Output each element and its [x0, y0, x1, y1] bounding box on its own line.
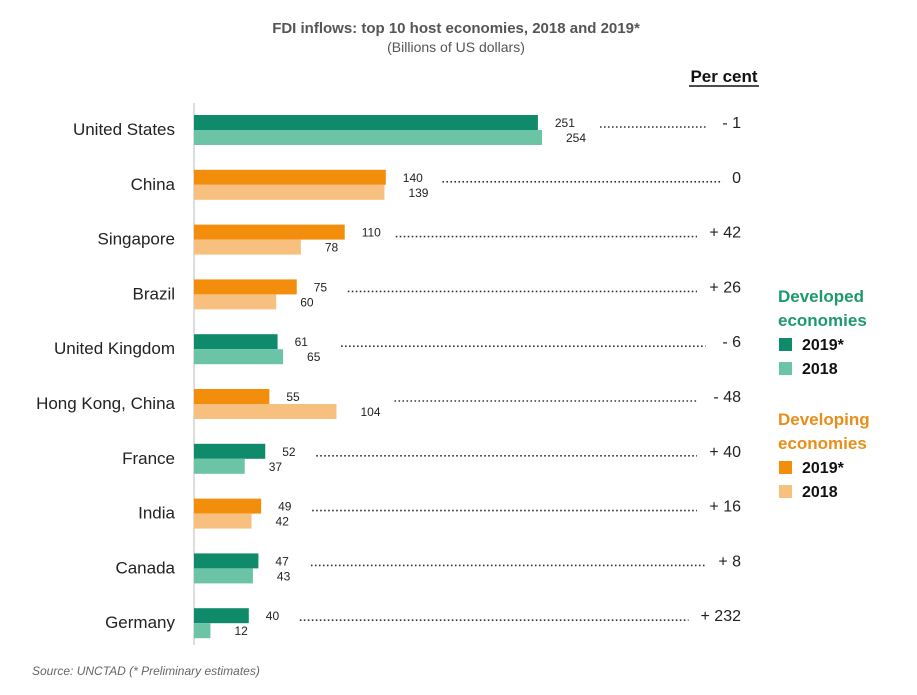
- bar-2019-canada: [194, 553, 259, 569]
- bar-2019-singapore: [194, 224, 345, 240]
- bar-2018-china: [194, 184, 385, 200]
- category-label: India: [138, 504, 175, 523]
- value-label-2018: 43: [277, 569, 291, 583]
- per-cent-change: - 1: [722, 115, 741, 132]
- per-cent-change: + 232: [701, 608, 742, 625]
- value-label-2018: 12: [234, 624, 248, 638]
- value-label-2019: 47: [275, 554, 289, 568]
- bar-2018-germany: [194, 623, 211, 639]
- category-label: Canada: [115, 558, 175, 577]
- value-label-2018: 37: [269, 460, 283, 474]
- legend-swatch-2018: [779, 362, 792, 375]
- category-label: Germany: [105, 613, 175, 632]
- legend-title: economies: [778, 311, 867, 330]
- value-label-2019: 40: [266, 609, 280, 623]
- legend: Developed economies 2019* 2018 Developing eco…: [778, 287, 870, 501]
- bar-2019-india: [194, 498, 262, 514]
- legend-title: economies: [778, 434, 867, 453]
- value-label-2018: 65: [307, 350, 321, 364]
- category-label: Singapore: [97, 230, 175, 249]
- bar-2019-germany: [194, 608, 249, 624]
- category-label: Brazil: [132, 284, 175, 303]
- value-label-2019: 251: [555, 116, 575, 130]
- value-label-2018: 139: [408, 186, 428, 200]
- per-cent-change: + 26: [709, 279, 741, 296]
- per-cent-change: + 8: [718, 553, 741, 570]
- legend-swatch-2019: [779, 461, 792, 474]
- value-label-2019: 75: [314, 280, 328, 294]
- legend-label: 2019*: [802, 460, 845, 477]
- bar-2018-brazil: [194, 294, 277, 310]
- legend-developed: Developed economies 2019* 2018: [778, 287, 867, 378]
- bar-2019-france: [194, 443, 266, 459]
- value-label-2019: 110: [362, 226, 381, 240]
- value-label-2019: 55: [286, 390, 300, 404]
- bar-2018-united-kingdom: [194, 349, 284, 365]
- category-label: France: [122, 449, 175, 468]
- legend-title: Developing: [778, 410, 870, 429]
- source-note: Source: UNCTAD (* Preliminary estimates): [32, 664, 260, 678]
- category-label: United Kingdom: [54, 339, 175, 358]
- row-germany: Germany 40 12 + 232: [105, 608, 742, 639]
- value-label-2018: 78: [325, 241, 339, 255]
- per-cent-change: + 40: [709, 444, 741, 461]
- bar-2019-united-kingdom: [194, 334, 278, 350]
- legend-swatch-2019: [779, 338, 792, 351]
- chart-title: FDI inflows: top 10 host economies, 2018…: [272, 20, 640, 37]
- row-hong-kong-china: Hong Kong, China 55 104 - 48: [36, 389, 741, 419]
- value-label-2019: 52: [282, 445, 296, 459]
- per-cent-header: Per cent: [690, 67, 757, 86]
- value-label-2019: 140: [403, 171, 423, 185]
- category-label: United States: [73, 120, 175, 139]
- legend-title: Developed: [778, 287, 864, 306]
- bar-2019-hong-kong-china: [194, 389, 270, 404]
- row-singapore: Singapore 110 78 + 42: [97, 224, 741, 255]
- bar-2019-brazil: [194, 279, 297, 295]
- legend-label: 2019*: [802, 337, 845, 354]
- bar-2018-singapore: [194, 239, 301, 255]
- bar-2019-china: [194, 169, 386, 185]
- bar-2019-united-states: [194, 115, 538, 130]
- category-label: China: [131, 175, 176, 194]
- per-cent-change: 0: [732, 170, 741, 187]
- per-cent-change: + 16: [709, 499, 741, 516]
- per-cent-change: - 6: [722, 334, 741, 351]
- legend-swatch-2018: [779, 485, 792, 498]
- bar-2018-united-states: [194, 130, 542, 145]
- bar-2018-india: [194, 513, 252, 529]
- value-label-2018: 42: [276, 515, 290, 529]
- per-cent-change: + 42: [709, 225, 741, 242]
- value-label-2019: 61: [295, 335, 309, 349]
- legend-developing: Developing economies 2019* 2018: [778, 410, 870, 501]
- legend-label: 2018: [802, 484, 838, 501]
- chart-subtitle: (Billions of US dollars): [387, 39, 525, 55]
- category-label: Hong Kong, China: [36, 394, 175, 413]
- bar-2018-france: [194, 458, 245, 474]
- bar-2018-canada: [194, 568, 253, 584]
- value-label-2018: 254: [566, 131, 586, 145]
- legend-label: 2018: [802, 361, 838, 378]
- value-label-2019: 49: [278, 500, 292, 514]
- value-label-2018: 104: [360, 405, 380, 419]
- bar-2018-hong-kong-china: [194, 404, 337, 419]
- per-cent-change: - 48: [713, 389, 741, 406]
- value-label-2018: 60: [300, 295, 314, 309]
